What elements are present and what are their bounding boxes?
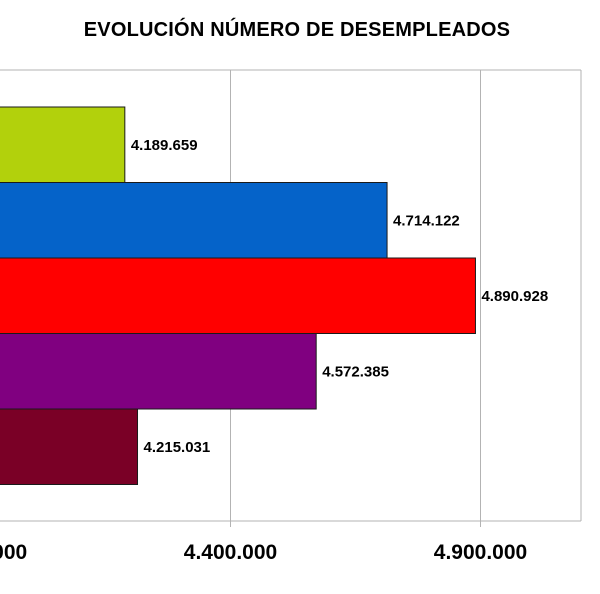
bar-4 bbox=[0, 408, 139, 485]
bar-value-label-2: 4.890.928 bbox=[481, 288, 548, 305]
bar-3 bbox=[0, 333, 317, 410]
bar-value-label-0: 4.189.659 bbox=[131, 137, 198, 154]
bar-value-label-1: 4.714.122 bbox=[393, 212, 460, 229]
chart-title: EVOLUCIÓN NÚMERO DE DESEMPLEADOS bbox=[83, 19, 511, 41]
bar-2 bbox=[0, 257, 476, 334]
x-tick-label-1: 4.400.000 bbox=[184, 541, 277, 564]
x-tick-label-2: 4.900.000 bbox=[434, 541, 527, 564]
bar-value-label-3: 4.572.385 bbox=[322, 363, 389, 380]
bar-1 bbox=[0, 182, 388, 259]
bar-value-label-4: 4.215.031 bbox=[144, 439, 211, 456]
x-tick-label-0: 3.900.000 bbox=[0, 541, 27, 564]
bar-0 bbox=[0, 106, 126, 183]
